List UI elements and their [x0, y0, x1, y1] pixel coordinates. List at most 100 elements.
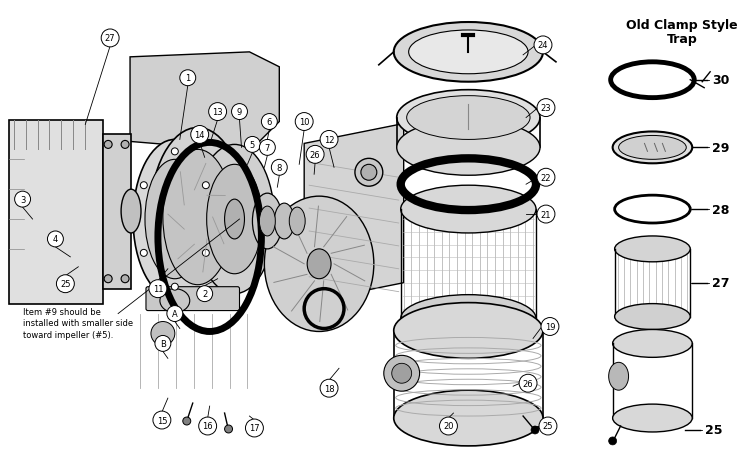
Text: 25: 25	[705, 423, 723, 437]
Circle shape	[320, 379, 338, 397]
Text: 7: 7	[265, 143, 270, 152]
Circle shape	[141, 250, 147, 257]
Text: 24: 24	[538, 41, 548, 51]
Text: B: B	[160, 339, 166, 348]
Text: 5: 5	[250, 141, 255, 150]
Text: 2: 2	[202, 290, 208, 299]
Circle shape	[171, 284, 178, 290]
Circle shape	[355, 159, 383, 187]
Circle shape	[271, 160, 287, 176]
Ellipse shape	[290, 207, 305, 235]
Ellipse shape	[145, 160, 205, 279]
Polygon shape	[130, 53, 279, 152]
Ellipse shape	[401, 186, 536, 234]
Circle shape	[191, 126, 208, 144]
Circle shape	[180, 71, 196, 87]
Text: 19: 19	[544, 322, 555, 331]
Ellipse shape	[121, 190, 141, 234]
Circle shape	[155, 336, 171, 352]
Text: 1: 1	[185, 74, 190, 83]
Circle shape	[202, 182, 209, 189]
Ellipse shape	[225, 200, 244, 239]
Ellipse shape	[265, 197, 374, 332]
Circle shape	[608, 437, 617, 445]
Ellipse shape	[392, 364, 411, 383]
Circle shape	[121, 141, 129, 149]
Text: 27: 27	[105, 34, 116, 43]
Polygon shape	[304, 124, 404, 303]
Ellipse shape	[408, 31, 528, 74]
Bar	[103, 135, 131, 289]
Text: 6: 6	[267, 118, 272, 127]
Ellipse shape	[151, 322, 174, 345]
Text: 15: 15	[156, 416, 167, 424]
Circle shape	[47, 231, 63, 247]
Text: Trap: Trap	[667, 33, 698, 46]
Text: 22: 22	[541, 173, 551, 182]
Text: 3: 3	[20, 195, 26, 204]
Text: 21: 21	[541, 210, 551, 219]
Circle shape	[141, 182, 147, 189]
Circle shape	[306, 146, 324, 164]
Text: 25: 25	[60, 280, 71, 289]
Circle shape	[534, 37, 552, 55]
Circle shape	[519, 374, 537, 392]
Circle shape	[197, 286, 213, 302]
Text: 8: 8	[277, 163, 282, 172]
Circle shape	[439, 417, 457, 435]
Circle shape	[537, 99, 555, 117]
Ellipse shape	[160, 289, 190, 313]
Circle shape	[105, 275, 112, 283]
Text: 30: 30	[712, 74, 729, 87]
Text: 17: 17	[249, 423, 259, 433]
Circle shape	[56, 275, 74, 293]
Ellipse shape	[384, 355, 420, 391]
Circle shape	[225, 425, 232, 433]
Ellipse shape	[133, 140, 217, 299]
Text: Item #9 should be
installed with smaller side
toward impeller (#5).: Item #9 should be installed with smaller…	[23, 307, 132, 340]
Ellipse shape	[614, 236, 690, 262]
Ellipse shape	[274, 204, 294, 239]
Text: 26: 26	[523, 379, 533, 388]
Circle shape	[183, 417, 191, 425]
Text: 23: 23	[541, 104, 551, 113]
Bar	[9, 120, 103, 304]
Circle shape	[167, 306, 183, 322]
Ellipse shape	[397, 91, 540, 146]
Circle shape	[153, 411, 171, 429]
Text: 14: 14	[195, 131, 205, 140]
Circle shape	[102, 30, 119, 48]
Ellipse shape	[613, 132, 693, 164]
Circle shape	[202, 250, 209, 257]
Circle shape	[208, 103, 226, 121]
Text: 13: 13	[212, 108, 223, 117]
Circle shape	[121, 275, 129, 283]
Text: 16: 16	[202, 422, 213, 431]
Circle shape	[199, 417, 217, 435]
Circle shape	[541, 318, 559, 336]
Ellipse shape	[207, 165, 262, 274]
Ellipse shape	[397, 120, 540, 176]
Ellipse shape	[614, 304, 690, 330]
Ellipse shape	[163, 150, 232, 285]
Text: 26: 26	[310, 151, 320, 160]
Ellipse shape	[307, 249, 331, 279]
Circle shape	[320, 131, 338, 149]
Ellipse shape	[613, 330, 693, 358]
Circle shape	[245, 419, 263, 437]
Circle shape	[232, 104, 247, 120]
Ellipse shape	[394, 303, 543, 359]
Circle shape	[244, 137, 260, 153]
Text: 10: 10	[299, 118, 309, 127]
Text: 9: 9	[237, 108, 242, 117]
Ellipse shape	[613, 404, 693, 432]
Ellipse shape	[195, 145, 274, 294]
Text: 28: 28	[712, 203, 729, 216]
Circle shape	[361, 165, 377, 181]
Circle shape	[537, 169, 555, 187]
Ellipse shape	[394, 23, 543, 83]
Text: 29: 29	[712, 142, 729, 155]
Circle shape	[149, 280, 167, 298]
Circle shape	[537, 206, 555, 224]
Text: 27: 27	[712, 276, 729, 290]
